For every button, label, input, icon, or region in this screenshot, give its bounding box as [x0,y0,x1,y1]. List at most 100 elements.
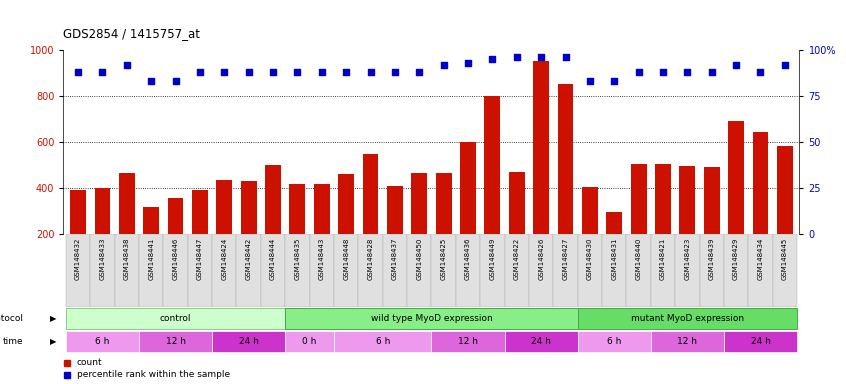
Bar [387,186,403,234]
Bar [139,331,212,353]
Bar [382,234,407,307]
Text: GSM148448: GSM148448 [343,238,349,280]
Point [193,69,206,75]
Bar [212,234,237,307]
Bar [70,190,86,234]
Point [754,69,767,75]
Text: control: control [160,314,191,323]
Text: GSM148449: GSM148449 [489,238,496,280]
Point [169,78,183,84]
Text: GSM148443: GSM148443 [319,238,325,280]
Bar [436,173,452,234]
Bar [95,188,110,234]
Text: GSM148438: GSM148438 [124,238,129,280]
Bar [66,331,139,353]
Bar [338,174,354,234]
Point [315,69,328,75]
Point [461,60,475,66]
Text: 24 h: 24 h [531,338,551,346]
Point [388,69,402,75]
Bar [168,199,184,234]
Bar [772,234,797,307]
Text: GSM148441: GSM148441 [148,238,154,280]
Bar [310,234,334,307]
Bar [188,234,212,307]
Text: GSM148424: GSM148424 [222,238,228,280]
Bar [66,234,91,307]
Bar [314,184,330,234]
Bar [411,173,427,234]
Text: GSM148447: GSM148447 [197,238,203,280]
Bar [217,180,232,234]
Bar [91,234,114,307]
Bar [456,234,481,307]
Bar [431,331,504,353]
Bar [481,234,504,307]
Bar [139,234,163,307]
Text: 6 h: 6 h [607,338,622,346]
Text: GSM148446: GSM148446 [173,238,179,280]
Bar [728,121,744,234]
Bar [558,84,574,234]
Point [291,69,305,75]
Text: GSM148437: GSM148437 [392,238,398,280]
Bar [143,207,159,234]
Bar [285,234,310,307]
Text: GSM148433: GSM148433 [100,238,106,280]
Point [607,78,621,84]
Text: GSM148422: GSM148422 [514,238,519,280]
Bar [626,234,651,307]
Bar [114,234,139,307]
Text: GSM148445: GSM148445 [782,238,788,280]
Bar [578,308,797,329]
Text: GSM148442: GSM148442 [245,238,251,280]
Point [680,69,694,75]
Text: ▶: ▶ [50,338,56,346]
Bar [334,331,431,353]
Bar [753,132,768,234]
Bar [704,167,720,234]
Bar [533,61,549,234]
Bar [607,212,622,234]
Text: GDS2854 / 1415757_at: GDS2854 / 1415757_at [63,27,201,40]
Bar [359,234,382,307]
Point [266,69,280,75]
Text: GSM148429: GSM148429 [733,238,739,280]
Bar [578,331,651,353]
Text: mutant MyoD expression: mutant MyoD expression [631,314,744,323]
Text: GSM148439: GSM148439 [709,238,715,280]
Text: percentile rank within the sample: percentile rank within the sample [77,370,230,379]
Bar [66,308,285,329]
Bar [163,234,188,307]
Point [437,61,450,68]
Point [242,69,255,75]
Bar [578,234,602,307]
Text: protocol: protocol [0,314,23,323]
Bar [237,234,261,307]
Bar [508,172,525,234]
Point [558,54,572,60]
Point [71,69,85,75]
Bar [655,164,671,234]
Bar [724,234,749,307]
Bar [289,184,305,234]
Bar [285,331,334,353]
Text: GSM148434: GSM148434 [757,238,763,280]
Bar [119,173,135,234]
Text: 24 h: 24 h [750,338,771,346]
Bar [582,187,598,234]
Bar [679,166,695,234]
Point [705,69,718,75]
Bar [261,234,285,307]
Bar [504,234,529,307]
Bar [460,142,476,234]
Text: 0 h: 0 h [302,338,316,346]
Text: GSM148421: GSM148421 [660,238,666,280]
Point [96,69,109,75]
Point [632,69,645,75]
Bar [265,165,281,234]
Text: GSM148425: GSM148425 [441,238,447,280]
Bar [504,331,578,353]
Point [778,61,792,68]
Text: time: time [3,338,23,346]
